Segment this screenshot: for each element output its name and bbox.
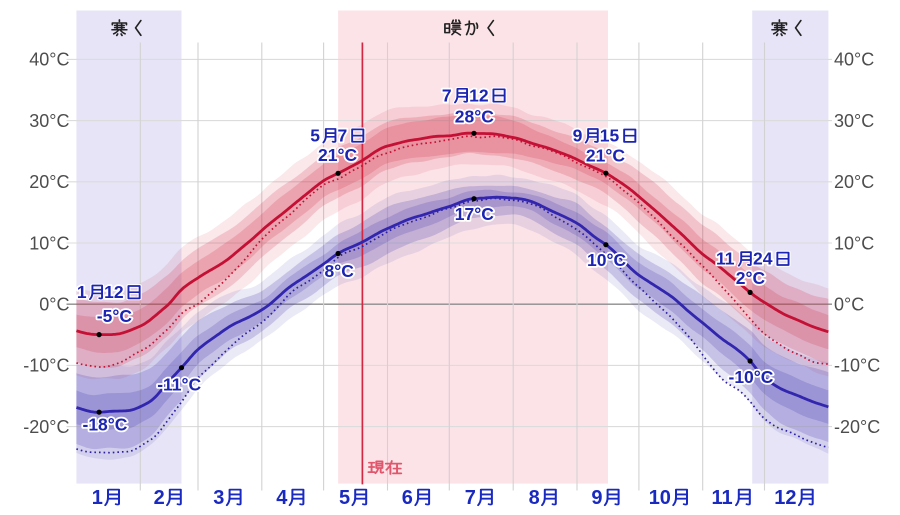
svg-text:7: 7 <box>442 85 452 105</box>
svg-text:10°C: 10°C <box>29 233 69 253</box>
svg-text:9: 9 <box>591 487 602 509</box>
svg-text:2°C: 2°C <box>736 268 766 288</box>
svg-text:21°C: 21°C <box>586 145 625 165</box>
svg-text:30°C: 30°C <box>29 111 69 131</box>
svg-text:20°C: 20°C <box>29 172 69 192</box>
svg-text:-10°C: -10°C <box>23 356 69 376</box>
svg-text:17°C: 17°C <box>455 204 494 224</box>
svg-text:21°C: 21°C <box>318 145 357 165</box>
svg-text:7: 7 <box>465 487 476 509</box>
svg-text:24: 24 <box>753 249 773 269</box>
svg-text:-20°C: -20°C <box>23 417 69 437</box>
svg-text:11: 11 <box>712 487 733 509</box>
svg-text:-10°C: -10°C <box>729 367 774 387</box>
svg-text:10°C: 10°C <box>834 233 874 253</box>
svg-text:40°C: 40°C <box>29 50 69 70</box>
svg-text:10°C: 10°C <box>587 250 626 270</box>
svg-text:8: 8 <box>529 487 540 509</box>
svg-text:-11°C: -11°C <box>157 375 201 395</box>
svg-text:15: 15 <box>600 126 620 146</box>
svg-text:10: 10 <box>649 487 671 509</box>
svg-text:1: 1 <box>77 282 87 302</box>
svg-text:12: 12 <box>469 85 489 105</box>
svg-text:4: 4 <box>276 487 288 509</box>
svg-text:8°C: 8°C <box>325 261 355 281</box>
svg-text:5: 5 <box>339 487 350 509</box>
svg-text:12: 12 <box>774 487 796 509</box>
svg-text:9: 9 <box>573 126 583 146</box>
svg-text:5: 5 <box>310 125 320 145</box>
svg-text:0°C: 0°C <box>834 295 864 315</box>
svg-text:-10°C: -10°C <box>834 356 880 376</box>
svg-text:6: 6 <box>402 487 413 509</box>
svg-text:-18°C: -18°C <box>83 415 128 435</box>
svg-text:2: 2 <box>154 487 165 509</box>
svg-text:20°C: 20°C <box>834 172 874 192</box>
svg-text:3: 3 <box>213 487 224 509</box>
svg-text:-20°C: -20°C <box>834 417 880 437</box>
svg-text:7: 7 <box>338 125 348 145</box>
svg-text:12: 12 <box>104 282 124 302</box>
svg-text:30°C: 30°C <box>834 111 874 131</box>
svg-text:-5°C: -5°C <box>97 306 133 326</box>
svg-text:11: 11 <box>716 249 735 269</box>
svg-text:1: 1 <box>92 487 103 509</box>
svg-text:28°C: 28°C <box>455 107 494 127</box>
svg-text:0°C: 0°C <box>39 295 69 315</box>
svg-text:40°C: 40°C <box>834 50 874 70</box>
